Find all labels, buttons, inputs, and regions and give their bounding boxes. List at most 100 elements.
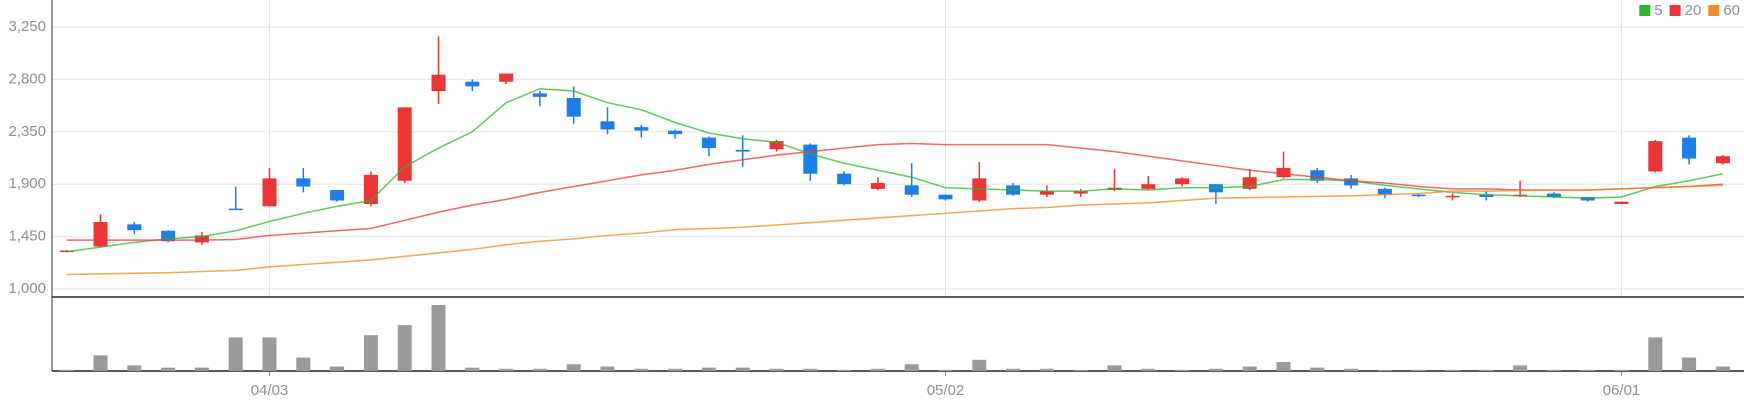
volume-bar (972, 359, 987, 371)
candle-body (600, 121, 615, 130)
candle-body (634, 127, 649, 131)
y-tick-label: 1,900 (8, 175, 46, 192)
candle-body (296, 178, 311, 187)
candle-body (532, 93, 547, 97)
candle-body (194, 235, 209, 243)
volume-bar (1648, 337, 1663, 371)
volume-bar (1141, 368, 1156, 371)
volume-bar (1546, 369, 1561, 371)
volume-bar (701, 367, 716, 371)
volume-bar (634, 368, 649, 371)
volume-bar (1715, 366, 1730, 371)
volume-bar (296, 357, 311, 371)
volume-bar (938, 369, 953, 371)
volume-bar (59, 369, 74, 371)
volume-bar (870, 368, 885, 371)
volume-bar (363, 335, 378, 371)
volume-bar (465, 367, 480, 371)
candle-body (837, 173, 852, 185)
candle-body (1276, 167, 1291, 178)
candle-body (1242, 177, 1257, 189)
candle-body (397, 107, 412, 181)
volume-bar (431, 305, 446, 371)
candle-body (1073, 191, 1088, 194)
candle-body (769, 141, 784, 150)
volume-bar (1006, 368, 1021, 371)
volume-bar (1344, 368, 1359, 371)
x-tick-label: 06/01 (1603, 382, 1641, 399)
candle-body (93, 222, 108, 247)
volume-bar (499, 368, 514, 371)
candle-body (1445, 195, 1460, 198)
x-tick-label: 05/02 (927, 382, 965, 399)
volume-bar (1208, 368, 1223, 371)
volume-bar (532, 368, 547, 371)
volume-bar (1377, 369, 1392, 371)
volume-bar (1580, 369, 1595, 371)
candle-body (1141, 184, 1156, 189)
volume-bar (1682, 357, 1697, 371)
candle-body (262, 178, 277, 207)
candle-body (499, 73, 514, 82)
volume-bar (837, 369, 852, 371)
y-tick-label: 2,800 (8, 70, 46, 87)
candle-body (1715, 156, 1730, 164)
candle-body (1175, 178, 1190, 185)
volume-bar (1175, 369, 1190, 371)
y-tick-label: 3,250 (8, 18, 46, 35)
volume-bar (194, 367, 209, 371)
candle-body (566, 98, 581, 117)
volume-bar (735, 367, 750, 371)
volume-bar (1614, 369, 1629, 371)
y-tick-label: 2,350 (8, 123, 46, 140)
volume-bar (600, 366, 615, 371)
candle-body (228, 208, 243, 211)
candle-body (1344, 178, 1359, 186)
candle-body (1310, 170, 1325, 181)
volume-bar (1479, 369, 1494, 371)
candle-body (870, 183, 885, 189)
volume-bar (1107, 365, 1122, 371)
volume-bar (1039, 368, 1054, 371)
volume-bar (1445, 369, 1460, 371)
candle-body (668, 130, 683, 135)
volume-bar (262, 337, 277, 371)
candle-body (938, 194, 953, 200)
volume-bar (1242, 366, 1257, 371)
candle-body (127, 224, 142, 231)
candle-body (1682, 137, 1697, 159)
candle-body (1377, 188, 1392, 195)
volume-bar (93, 355, 108, 371)
candle-body (1546, 193, 1561, 198)
candle-body (803, 144, 818, 174)
volume-bar (1073, 369, 1088, 371)
candle-body (330, 190, 345, 201)
ma-line (66, 184, 1723, 276)
volume-bar (127, 365, 142, 371)
candle-body (161, 230, 176, 242)
candle-body (1648, 141, 1663, 172)
legend-swatch (1669, 5, 1681, 16)
x-tick-label: 04/03 (251, 382, 289, 399)
volume-bar (668, 368, 683, 371)
candle-body (431, 74, 446, 92)
candle-body (1479, 194, 1494, 198)
candle-body (465, 81, 480, 87)
legend-swatch (1639, 5, 1651, 16)
ma-line (66, 87, 1724, 253)
candle-body (701, 137, 716, 149)
candle-body (904, 185, 919, 195)
legend-label: 20 (1685, 2, 1702, 19)
volume-bar (803, 368, 818, 371)
volume-bar (1276, 362, 1291, 371)
volume-bar (161, 367, 176, 371)
legend-label: 5 (1654, 2, 1662, 19)
candle-body (1411, 194, 1426, 197)
y-tick-label: 1,000 (8, 280, 46, 297)
volume-bar (904, 364, 919, 371)
ma-line (66, 142, 1723, 241)
volume-bar (228, 337, 243, 371)
volume-bar (1411, 369, 1426, 371)
volume-bar (1513, 365, 1528, 371)
